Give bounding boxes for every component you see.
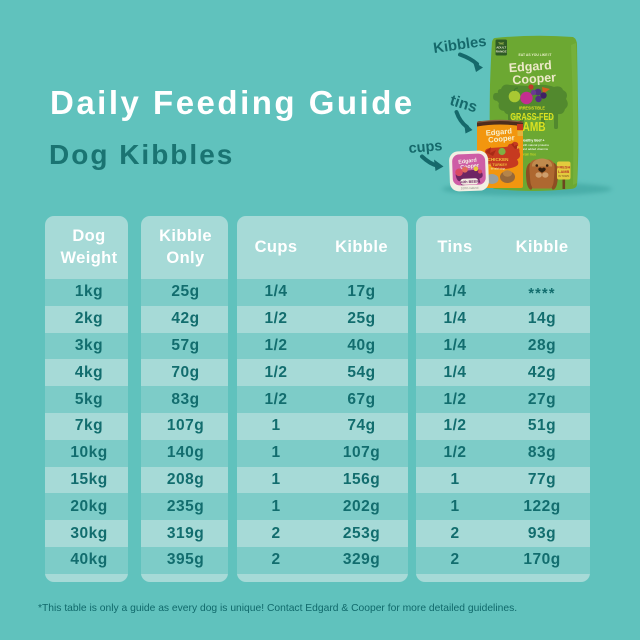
svg-text:RANGE: RANGE xyxy=(496,50,507,54)
svg-text:Edgard: Edgard xyxy=(508,58,552,75)
svg-text:Cooper: Cooper xyxy=(460,163,480,171)
svg-text:LAMB: LAMB xyxy=(558,169,569,174)
svg-text:Grain free: Grain free xyxy=(521,153,536,157)
svg-text:with natural proteins: with natural proteins xyxy=(522,143,549,147)
svg-text:FRESH: FRESH xyxy=(557,165,570,170)
svg-text:tins: tins xyxy=(448,92,479,116)
svg-text:100% natural: 100% natural xyxy=(461,186,479,191)
svg-text:GRASS-FED: GRASS-FED xyxy=(510,111,554,122)
svg-text:Kibbles: Kibbles xyxy=(432,34,487,57)
svg-text:LAMB: LAMB xyxy=(516,120,545,134)
svg-text:Edgard: Edgard xyxy=(485,126,512,137)
svg-text:Cooper: Cooper xyxy=(488,133,515,144)
svg-text:& TURKEY: & TURKEY xyxy=(489,163,508,167)
svg-text:THE: THE xyxy=(498,42,504,46)
svg-text:IN TOWN: IN TOWN xyxy=(558,174,569,178)
svg-text:IRRESISTIBLE: IRRESISTIBLE xyxy=(519,105,545,110)
svg-text:for adult dogs: for adult dogs xyxy=(491,168,506,171)
svg-text:cups: cups xyxy=(408,138,443,157)
svg-text:CHICKEN: CHICKEN xyxy=(488,157,510,162)
svg-text:EAT AS YOU LIKE IT: EAT AS YOU LIKE IT xyxy=(519,53,553,57)
svg-text:Edgard: Edgard xyxy=(458,158,477,166)
svg-text:Healthy Beef +: Healthy Beef + xyxy=(521,139,544,143)
svg-text:Cooper: Cooper xyxy=(512,70,557,87)
svg-text:ADULT: ADULT xyxy=(496,46,506,50)
svg-text:with BEEF: with BEEF xyxy=(459,180,480,185)
svg-text:and added vitamins: and added vitamins xyxy=(522,147,549,151)
